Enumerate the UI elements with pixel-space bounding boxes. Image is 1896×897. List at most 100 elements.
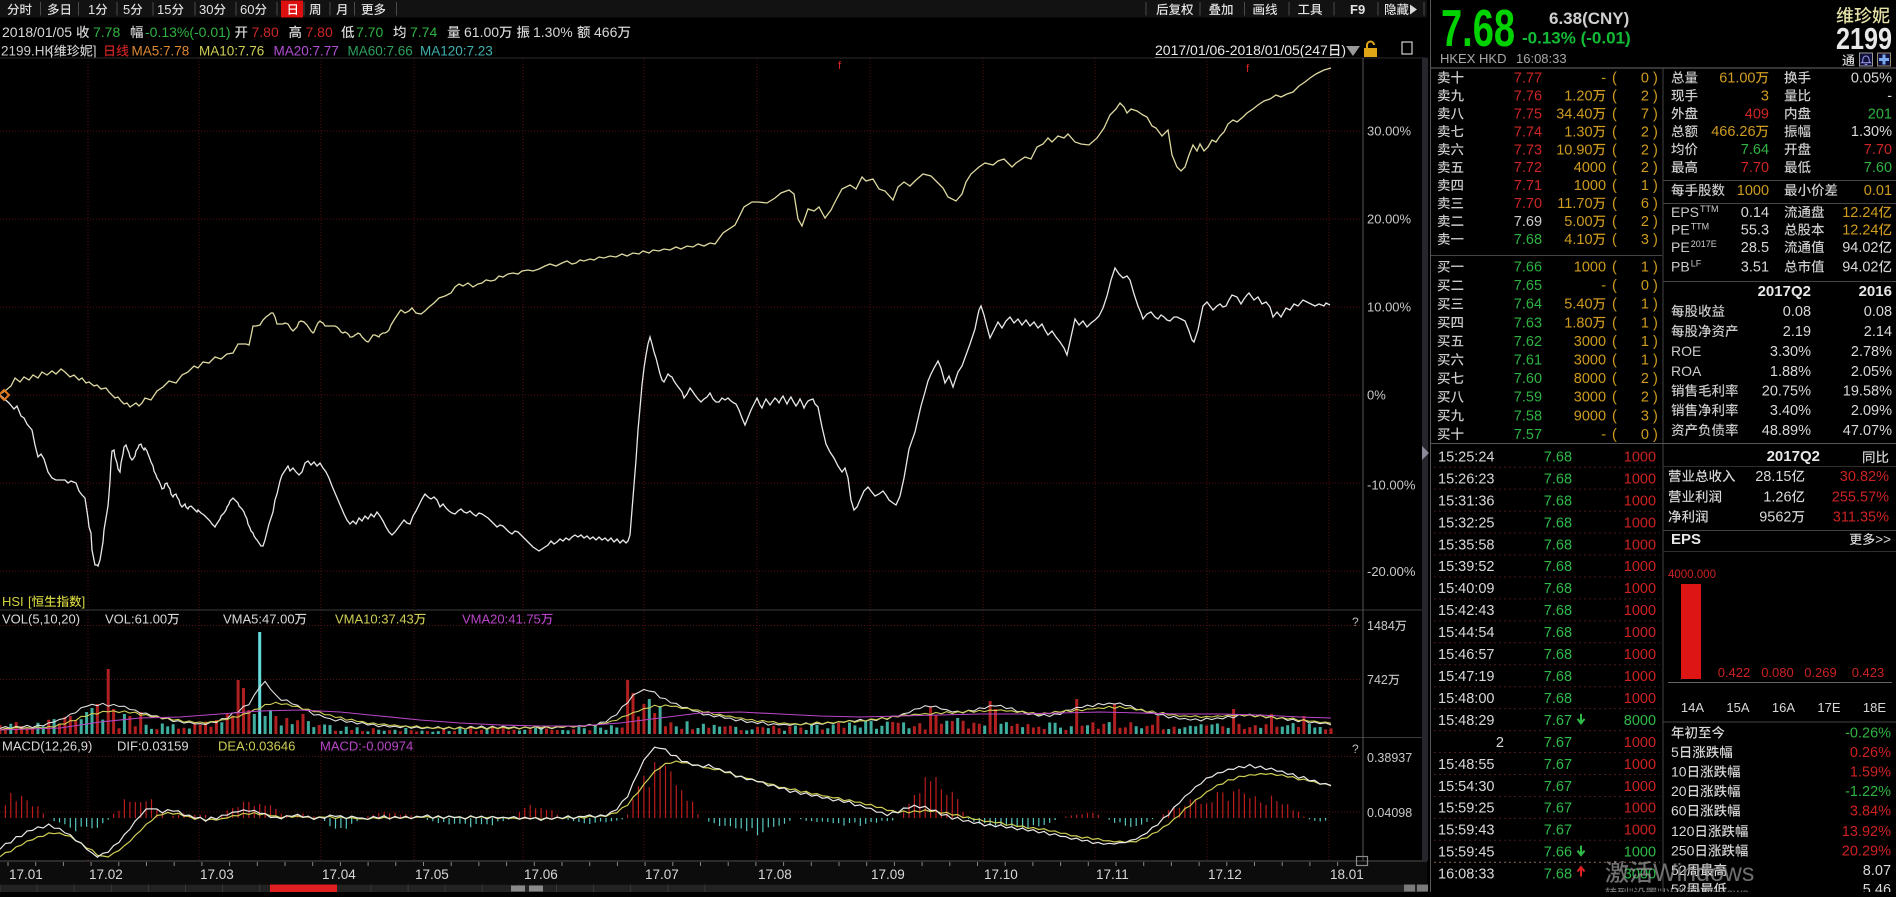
svg-text:EPS: EPS bbox=[1671, 204, 1699, 220]
svg-text:48.89%: 48.89% bbox=[1762, 423, 1811, 439]
svg-text:2017Q2: 2017Q2 bbox=[1758, 283, 1811, 300]
svg-text:18.01: 18.01 bbox=[1330, 867, 1364, 882]
svg-text:10.90: 10.90 bbox=[1556, 142, 1592, 158]
svg-text:0.05%: 0.05% bbox=[1851, 71, 1892, 87]
svg-text:]: ] bbox=[93, 44, 97, 59]
svg-text:28.5: 28.5 bbox=[1741, 240, 1769, 256]
svg-text:): ) bbox=[1653, 408, 1658, 424]
svg-text:VMA20:41.75: VMA20:41.75 bbox=[462, 612, 541, 627]
svg-text:2: 2 bbox=[1641, 160, 1649, 176]
svg-text:): ) bbox=[1653, 371, 1658, 387]
svg-text:0: 0 bbox=[1641, 71, 1649, 87]
svg-text:(: ( bbox=[1612, 334, 1617, 350]
svg-text:1.26: 1.26 bbox=[1763, 490, 1791, 506]
svg-text:7.63: 7.63 bbox=[1514, 315, 1542, 331]
svg-text:5: 5 bbox=[1671, 744, 1679, 760]
svg-text:(: ( bbox=[1612, 160, 1617, 176]
svg-text:7.57: 7.57 bbox=[1514, 427, 1542, 443]
svg-text:0.14: 0.14 bbox=[1741, 205, 1769, 221]
svg-text:11.70: 11.70 bbox=[1557, 196, 1592, 212]
svg-text:1.80: 1.80 bbox=[1564, 315, 1592, 331]
svg-text:2018/01/05: 2018/01/05 bbox=[2, 24, 72, 40]
svg-text:2016: 2016 bbox=[1859, 283, 1892, 300]
svg-text:1000: 1000 bbox=[1624, 515, 1656, 531]
svg-text:7.68: 7.68 bbox=[1544, 471, 1572, 487]
svg-text:(: ( bbox=[1612, 214, 1617, 230]
svg-text:7.64: 7.64 bbox=[1514, 297, 1542, 313]
svg-text:7.68: 7.68 bbox=[1544, 450, 1572, 466]
svg-text:20.75%: 20.75% bbox=[1762, 384, 1811, 400]
svg-text:7.60: 7.60 bbox=[1864, 160, 1892, 176]
svg-text:MACD:-0.00974: MACD:-0.00974 bbox=[320, 739, 413, 754]
svg-text:15:48:29: 15:48:29 bbox=[1438, 713, 1494, 729]
svg-text:15:32:25: 15:32:25 bbox=[1438, 515, 1494, 531]
svg-text:(: ( bbox=[1612, 142, 1617, 158]
svg-text:1000: 1000 bbox=[1624, 669, 1656, 685]
svg-text:409: 409 bbox=[1745, 106, 1769, 122]
svg-text:): ) bbox=[1653, 315, 1658, 331]
svg-text:30: 30 bbox=[199, 2, 213, 17]
svg-text:(: ( bbox=[1612, 278, 1617, 294]
svg-text:): ) bbox=[1653, 142, 1658, 158]
svg-text:5.00: 5.00 bbox=[1564, 214, 1592, 230]
svg-text:2: 2 bbox=[1496, 735, 1504, 751]
svg-text:(: ( bbox=[1612, 88, 1617, 104]
svg-text:16:08:33: 16:08:33 bbox=[1438, 867, 1494, 883]
svg-text:3000: 3000 bbox=[1574, 334, 1606, 350]
svg-text:7.66: 7.66 bbox=[1514, 260, 1542, 276]
svg-text:7.68: 7.68 bbox=[1441, 0, 1515, 58]
svg-text:28.15: 28.15 bbox=[1755, 469, 1791, 485]
svg-text:): ) bbox=[1653, 297, 1658, 313]
svg-text:17.10: 17.10 bbox=[984, 867, 1018, 882]
svg-text:(: ( bbox=[1612, 260, 1617, 276]
svg-text:18E: 18E bbox=[1863, 700, 1886, 715]
svg-text:17.01: 17.01 bbox=[9, 867, 43, 882]
svg-text:-20.00%: -20.00% bbox=[1367, 564, 1416, 579]
svg-text:255.57%: 255.57% bbox=[1832, 490, 1889, 506]
svg-text:7: 7 bbox=[1641, 106, 1649, 122]
svg-text:7.70: 7.70 bbox=[1514, 196, 1542, 212]
svg-text:15:25:24: 15:25:24 bbox=[1438, 450, 1494, 466]
svg-text:1000: 1000 bbox=[1624, 559, 1656, 575]
svg-text:(: ( bbox=[1612, 390, 1617, 406]
svg-text:(: ( bbox=[1612, 353, 1617, 369]
svg-text:2.05%: 2.05% bbox=[1851, 364, 1892, 380]
svg-text:HKEX HKD: HKEX HKD bbox=[1440, 51, 1506, 66]
svg-text:-0.13% (-0.01): -0.13% (-0.01) bbox=[1522, 29, 1631, 48]
svg-text:-: - bbox=[1887, 88, 1892, 104]
svg-text:2: 2 bbox=[1641, 142, 1649, 158]
svg-text:1484: 1484 bbox=[1367, 619, 1395, 633]
svg-text:): ) bbox=[1653, 178, 1658, 194]
svg-text:0.08: 0.08 bbox=[1864, 304, 1892, 320]
svg-text:(: ( bbox=[1612, 124, 1617, 140]
svg-text:-: - bbox=[1601, 278, 1606, 294]
svg-text:(: ( bbox=[1612, 106, 1617, 122]
svg-text:15:40:09: 15:40:09 bbox=[1438, 581, 1494, 597]
svg-text:1000: 1000 bbox=[1624, 493, 1656, 509]
svg-text:7.67: 7.67 bbox=[1544, 823, 1572, 839]
svg-text:1000: 1000 bbox=[1574, 178, 1606, 194]
svg-text:17.11: 17.11 bbox=[1096, 867, 1129, 882]
svg-text:(: ( bbox=[1612, 71, 1617, 87]
svg-text:PE: PE bbox=[1671, 222, 1690, 238]
svg-text:466.26: 466.26 bbox=[1711, 124, 1755, 140]
svg-text:8000: 8000 bbox=[1624, 713, 1656, 729]
svg-text:f: f bbox=[838, 60, 842, 72]
svg-text:3.40%: 3.40% bbox=[1770, 403, 1811, 419]
svg-text:16A: 16A bbox=[1772, 700, 1795, 715]
svg-text:HSI: HSI bbox=[2, 594, 24, 609]
svg-text:1000: 1000 bbox=[1624, 823, 1656, 839]
svg-text:9562: 9562 bbox=[1759, 510, 1791, 526]
svg-text:15:48:55: 15:48:55 bbox=[1438, 757, 1494, 773]
svg-text:12.24: 12.24 bbox=[1842, 205, 1878, 221]
svg-text:7.68: 7.68 bbox=[1544, 581, 1572, 597]
svg-text:201: 201 bbox=[1868, 106, 1892, 122]
svg-text:1.30%: 1.30% bbox=[533, 24, 573, 40]
svg-text:7.80: 7.80 bbox=[306, 24, 333, 40]
svg-text:1: 1 bbox=[88, 2, 95, 17]
svg-text:0.04098: 0.04098 bbox=[1367, 806, 1412, 820]
svg-text:12.24: 12.24 bbox=[1842, 223, 1878, 239]
svg-text:2017E: 2017E bbox=[1691, 239, 1717, 249]
svg-text:": " bbox=[1629, 887, 1633, 893]
svg-text:VMA5:47.00: VMA5:47.00 bbox=[223, 612, 295, 627]
